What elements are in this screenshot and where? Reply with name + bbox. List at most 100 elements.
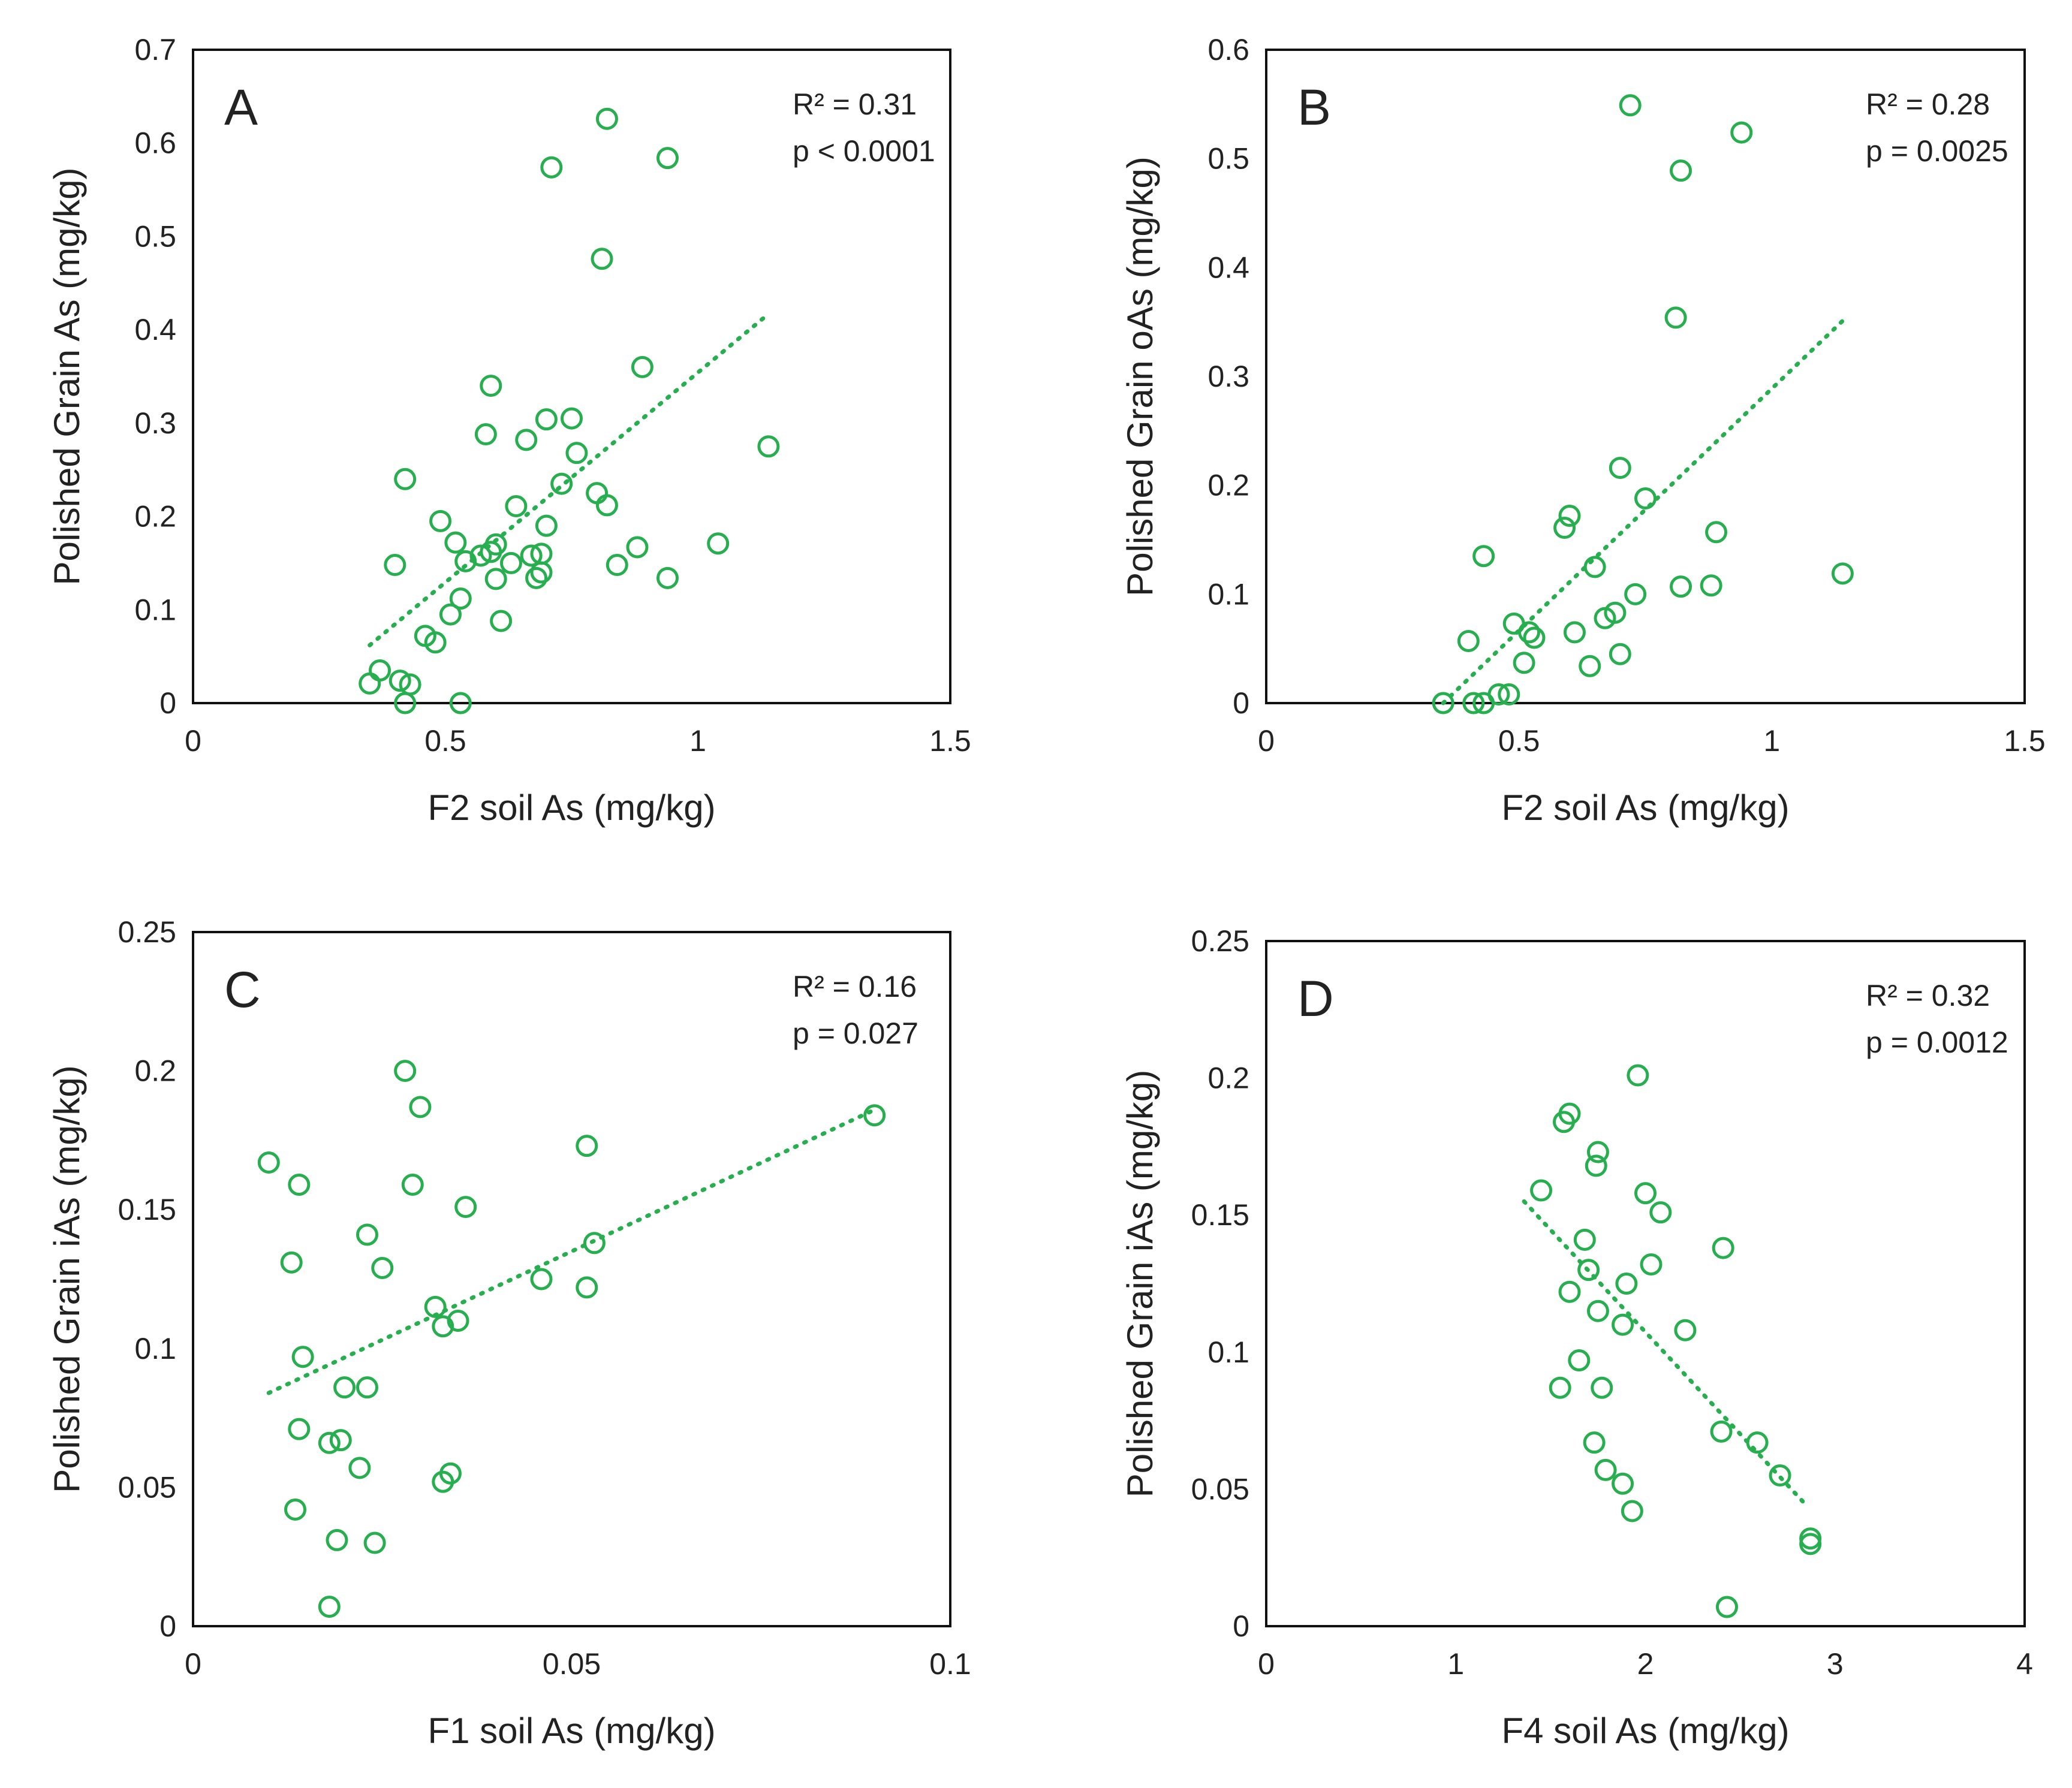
y-axis-label: Polished Grain As (mg/kg): [47, 168, 87, 586]
data-point: [490, 610, 513, 632]
x-tick-label: 2: [1637, 1647, 1654, 1681]
data-point: [333, 1376, 356, 1399]
x-tick-label: 4: [2016, 1647, 2033, 1681]
data-point: [1715, 1596, 1738, 1618]
r-squared-text: R² = 0.16: [793, 970, 917, 1003]
data-point: [291, 1346, 314, 1368]
data-point: [484, 533, 507, 556]
y-tick-label: 0.2: [134, 1054, 176, 1088]
panel-c: 0 0.05 0.1 0.15 0.2 0.25 0 0.05 0.1 F1 soil As (m…: [47, 915, 971, 1751]
x-tick-label: 0: [185, 724, 201, 758]
x-tick-label: 1: [689, 724, 706, 758]
data-point: [454, 1196, 477, 1219]
data-point: [1700, 574, 1722, 597]
data-point: [1591, 1376, 1613, 1399]
data-point: [863, 1104, 886, 1127]
y-axis-label: Polished Grain oAs (mg/kg): [1120, 156, 1160, 596]
data-point: [394, 1060, 417, 1083]
p-value-text: p < 0.0001: [793, 134, 935, 168]
p-value-text: p = 0.0025: [1866, 134, 2008, 168]
data-point: [583, 1232, 606, 1255]
data-point: [1710, 1420, 1733, 1443]
plot-frame: [192, 931, 951, 1627]
data-point: [1649, 1201, 1672, 1224]
data-point: [530, 1268, 553, 1291]
plot-frame: [1265, 49, 2026, 704]
y-tick-label: 0.5: [134, 219, 176, 253]
data-point: [525, 566, 548, 589]
data-point: [1674, 1319, 1697, 1341]
x-axis-label: F2 soil As (mg/kg): [427, 788, 715, 828]
data-point: [326, 1528, 348, 1551]
data-point: [1563, 621, 1586, 644]
data-point: [424, 1295, 447, 1318]
data-point: [454, 550, 477, 572]
y-tick-label: 0.1: [134, 1332, 176, 1365]
data-point: [359, 672, 381, 695]
data-point: [1619, 94, 1642, 117]
y-tick-label: 0.1: [1207, 1335, 1249, 1369]
x-tick-label: 0: [185, 1647, 201, 1681]
data-point: [1670, 159, 1692, 182]
data-point: [1457, 629, 1480, 652]
data-point: [1615, 1273, 1638, 1295]
y-tick-label: 0.25: [118, 915, 176, 949]
x-axis-label: F4 soil As (mg/kg): [1501, 1711, 1789, 1751]
x-tick-label: 1: [1763, 724, 1780, 758]
data-point: [424, 631, 447, 654]
data-point: [1498, 683, 1520, 705]
x-tick-label: 0.5: [424, 724, 466, 758]
panel-b: 0 0.1 0.2 0.3 0.4 0.5 0.6 0 0.5 1 1.5 F2 soil As (m…: [1120, 33, 2046, 828]
data-point: [631, 355, 653, 378]
data-point: [1612, 1472, 1634, 1495]
data-point: [1487, 683, 1510, 705]
data-point: [318, 1596, 341, 1618]
data-point: [1609, 457, 1631, 480]
y-tick-label: 0.1: [134, 593, 176, 626]
x-tick-label: 1.5: [929, 724, 971, 758]
r-squared-text: R² = 0.32: [1866, 979, 1990, 1012]
data-point: [348, 1457, 371, 1479]
x-tick-label: 0: [1258, 1647, 1275, 1681]
data-point: [1583, 556, 1606, 578]
data-point: [1586, 1141, 1609, 1163]
data-point: [1518, 621, 1541, 644]
x-axis-label: F2 soil As (mg/kg): [1501, 788, 1789, 828]
data-point: [447, 1309, 469, 1332]
data-point: [707, 532, 730, 555]
data-point: [469, 544, 492, 567]
data-point: [1612, 1313, 1634, 1336]
trend-line: [1441, 318, 1845, 705]
y-tick-label: 0: [159, 1609, 176, 1643]
data-point: [1705, 521, 1728, 544]
y-tick-label: 0.15: [118, 1193, 176, 1226]
y-tick-label: 0.6: [1207, 33, 1249, 67]
data-point: [499, 551, 522, 574]
data-point: [449, 587, 472, 610]
data-point: [757, 435, 780, 458]
y-tick-label: 0.2: [1207, 1062, 1249, 1095]
data-point: [444, 531, 467, 554]
data-point: [401, 1174, 424, 1196]
y-tick-label: 0.6: [134, 126, 176, 160]
x-tick-label: 0.5: [1498, 724, 1540, 758]
panel-d: 0 0.05 0.1 0.15 0.2 0.25 0 1 2 3 4 F4 soil As (mg/k…: [1120, 924, 2033, 1751]
data-point: [626, 536, 649, 559]
data-point: [439, 1462, 462, 1485]
data-point: [530, 561, 553, 584]
data-point: [535, 408, 558, 431]
data-point: [535, 514, 558, 537]
data-point: [1634, 487, 1657, 509]
data-point: [530, 542, 553, 565]
data-point: [369, 659, 391, 682]
data-point: [550, 472, 573, 495]
data-point: [1670, 575, 1692, 598]
plot-frame: [192, 49, 951, 704]
y-tick-label: 0.5: [1207, 142, 1249, 176]
data-point: [540, 156, 563, 179]
y-tick-label: 0.2: [1207, 469, 1249, 502]
y-axis-label: Polished Grain iAs (mg/kg): [47, 1065, 87, 1493]
panel-letter: C: [224, 961, 261, 1018]
data-point: [474, 423, 497, 446]
y-tick-label: 0.3: [1207, 360, 1249, 393]
